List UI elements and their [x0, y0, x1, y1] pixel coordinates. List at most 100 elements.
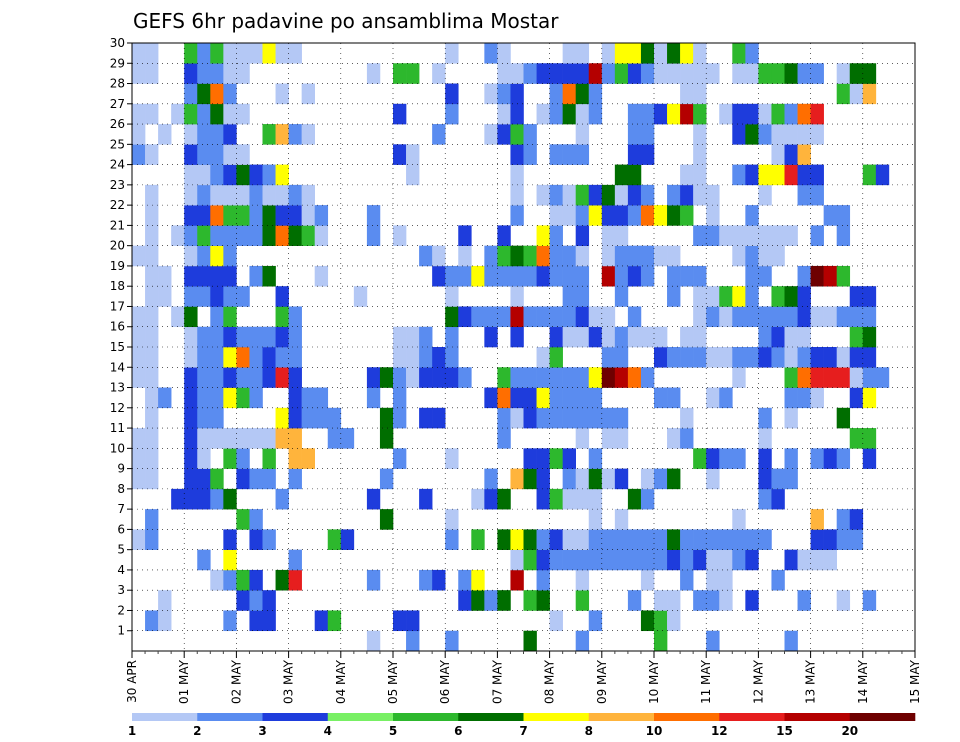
heatmap-cell — [549, 529, 563, 550]
heatmap-cell — [406, 144, 420, 165]
heatmap-cell — [784, 448, 798, 469]
heatmap-cell — [523, 124, 537, 145]
heatmap-cell — [810, 448, 824, 469]
heatmap-cell — [758, 245, 772, 267]
heatmap-cell — [184, 286, 198, 307]
heatmap-cell — [223, 205, 237, 226]
heatmap-cell — [784, 286, 798, 307]
heatmap-cell — [627, 184, 642, 206]
heatmap-cell — [745, 306, 759, 328]
heatmap-cell — [497, 103, 511, 125]
heatmap-cell — [836, 448, 851, 469]
heatmap-cell — [249, 164, 263, 186]
heatmap-cell — [614, 205, 629, 226]
heatmap-cell — [627, 63, 642, 84]
heatmap-cell — [275, 124, 289, 145]
heatmap-cell — [654, 347, 668, 368]
heatmap-cell — [340, 428, 355, 449]
heatmap-cell — [210, 468, 224, 490]
heatmap-cell — [562, 184, 576, 206]
y-tick-label: 25 — [110, 137, 125, 151]
heatmap-cell — [575, 245, 590, 267]
heatmap-cell — [627, 124, 642, 145]
heatmap-cell — [445, 326, 459, 348]
heatmap-cell — [445, 347, 459, 368]
heatmap-cell — [680, 63, 694, 84]
legend-swatch — [523, 713, 590, 721]
heatmap-cell — [588, 367, 603, 388]
x-tick-label: 02 MAY — [229, 659, 243, 704]
heatmap-cell — [249, 509, 263, 530]
heatmap-cell — [262, 347, 276, 368]
heatmap-cell — [497, 306, 511, 328]
heatmap-cell — [249, 468, 263, 490]
heatmap-cell — [249, 610, 263, 632]
heatmap-cell — [379, 509, 394, 530]
y-tick-label: 19 — [110, 259, 125, 273]
y-tick-label: 2 — [117, 603, 125, 617]
heatmap-cell — [680, 103, 694, 125]
x-tick-label: 30 APR — [125, 660, 139, 703]
heatmap-cell — [588, 468, 603, 490]
heatmap-cell — [158, 590, 172, 611]
heatmap-cell — [771, 144, 785, 165]
heatmap-cell — [484, 326, 498, 348]
heatmap-cell — [562, 63, 576, 84]
heatmap-cell — [654, 63, 668, 84]
y-tick-label: 15 — [110, 340, 125, 354]
heatmap-cell — [145, 448, 159, 469]
heatmap-cell — [667, 63, 681, 84]
heatmap-cell — [536, 488, 550, 510]
heatmap-cell — [797, 549, 811, 571]
heatmap-cell — [706, 448, 720, 469]
heatmap-cell — [562, 407, 576, 429]
heatmap-cell — [836, 407, 851, 429]
heatmap-cell — [575, 144, 590, 165]
heatmap-cell — [301, 124, 315, 145]
heatmap-cell — [497, 63, 511, 84]
heatmap-cell — [197, 144, 211, 165]
heatmap-cell — [614, 164, 629, 186]
heatmap-cell — [719, 286, 733, 307]
heatmap-cell — [184, 468, 198, 490]
heatmap-cell — [262, 124, 276, 145]
heatmap-cell — [549, 610, 563, 632]
heatmap-cell — [132, 103, 146, 125]
heatmap-cell — [275, 326, 289, 348]
heatmap-cell — [197, 387, 211, 409]
heatmap-cell — [549, 205, 563, 226]
heatmap-cell — [836, 63, 851, 84]
heatmap-cell — [810, 103, 824, 125]
heatmap-cell — [510, 103, 524, 125]
heatmap-cell — [614, 509, 629, 530]
heatmap-cell — [823, 306, 837, 328]
heatmap-cell — [523, 468, 537, 490]
x-tick-label: 08 MAY — [543, 659, 557, 704]
y-tick-label: 12 — [110, 401, 125, 415]
heatmap-cell — [419, 367, 433, 388]
heatmap-cell — [497, 367, 511, 388]
heatmap-cell — [562, 468, 576, 490]
heatmap-cell — [236, 103, 250, 125]
heatmap-cell — [849, 428, 864, 449]
heatmap-cell — [184, 63, 198, 84]
heatmap-cell — [366, 488, 381, 510]
heatmap-cell — [667, 347, 681, 368]
heatmap-cell — [640, 124, 655, 145]
heatmap-cell — [132, 367, 146, 388]
heatmap-cell — [797, 184, 811, 206]
heatmap-cell — [758, 184, 772, 206]
heatmap-cell — [875, 367, 890, 388]
heatmap-cell — [640, 610, 655, 632]
heatmap-cell — [562, 549, 576, 571]
heatmap-cell — [758, 326, 772, 348]
heatmap-cell — [184, 488, 198, 510]
heatmap-cell — [132, 245, 146, 267]
y-axis-ticks: 1234567891011121314151617181920212223242… — [110, 36, 132, 638]
heatmap-cell — [849, 367, 864, 388]
heatmap-cell — [132, 347, 146, 368]
heatmap-cell — [393, 144, 407, 165]
heatmap-cell — [510, 144, 524, 165]
heatmap-cell — [497, 43, 511, 64]
heatmap-cell — [158, 265, 172, 287]
